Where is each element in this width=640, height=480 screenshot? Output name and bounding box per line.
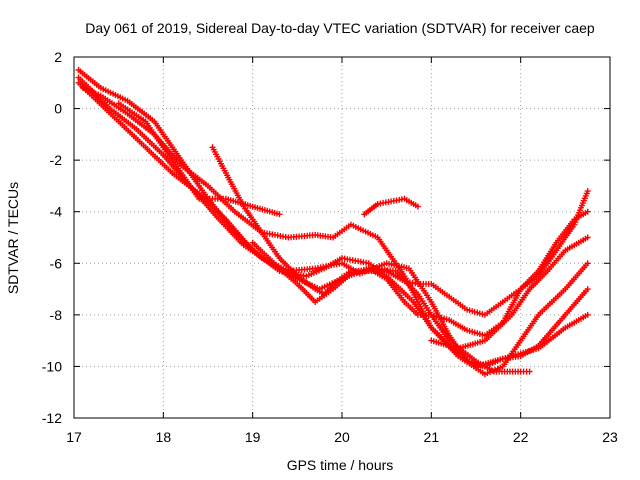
y-tick-label: -10 bbox=[42, 358, 62, 374]
axis-ticks: 17 18 19 20 21 22 23 -12 -10 -8 -6 -4 -2 0 2 bbox=[42, 49, 618, 445]
x-tick-label: 20 bbox=[334, 429, 350, 445]
series-markers bbox=[79, 84, 591, 370]
series-track-9 bbox=[428, 234, 591, 352]
grid bbox=[74, 57, 610, 418]
series-track-4 bbox=[79, 84, 591, 370]
y-tick-label: 2 bbox=[54, 49, 62, 65]
series-markers bbox=[428, 234, 591, 352]
data-series bbox=[75, 66, 591, 378]
x-tick-label: 17 bbox=[66, 429, 82, 445]
series-markers bbox=[75, 66, 591, 370]
y-tick-label: 0 bbox=[54, 101, 62, 117]
x-tick-label: 22 bbox=[513, 429, 529, 445]
series-markers bbox=[115, 100, 283, 218]
x-tick-label: 23 bbox=[602, 429, 618, 445]
series-track-8 bbox=[361, 195, 421, 218]
x-tick-label: 19 bbox=[245, 429, 261, 445]
y-tick-label: -12 bbox=[42, 410, 62, 426]
x-tick-label: 21 bbox=[424, 429, 440, 445]
x-axis-title: GPS time / hours bbox=[287, 457, 394, 473]
y-tick-label: -8 bbox=[50, 307, 63, 323]
y-axis-title: SDTVAR / TECUs bbox=[5, 182, 21, 294]
y-tick-label: -4 bbox=[50, 204, 63, 220]
series-markers bbox=[361, 195, 421, 218]
x-tick-label: 18 bbox=[156, 429, 172, 445]
series-markers bbox=[75, 79, 591, 378]
chart-title: Day 061 of 2019, Sidereal Day-to-day VTE… bbox=[85, 20, 595, 36]
series-track-3 bbox=[75, 66, 591, 370]
y-tick-label: -2 bbox=[50, 152, 63, 168]
series-track-2 bbox=[75, 79, 591, 378]
y-tick-label: -6 bbox=[50, 255, 63, 271]
series-track-5 bbox=[115, 100, 283, 218]
